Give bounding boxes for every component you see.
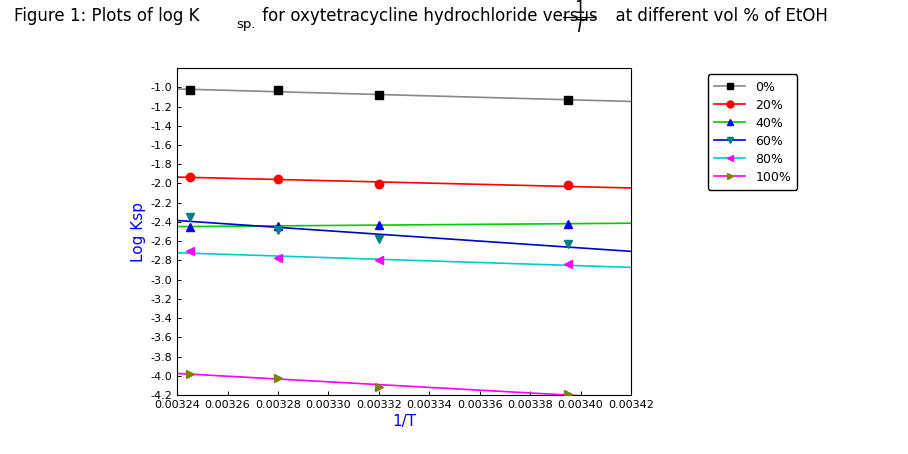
Text: for oxytetracycline hydrochloride versus: for oxytetracycline hydrochloride versus: [257, 7, 603, 25]
Text: T: T: [574, 18, 585, 36]
X-axis label: 1/T: 1/T: [392, 414, 416, 429]
Text: 1: 1: [574, 0, 585, 17]
Text: Figure 1: Plots of log K: Figure 1: Plots of log K: [14, 7, 199, 25]
Y-axis label: Log Ksp: Log Ksp: [131, 202, 146, 262]
Legend: 0%, 20%, 40%, 60%, 80%, 100%: 0%, 20%, 40%, 60%, 80%, 100%: [707, 74, 797, 190]
Text: at different vol % of EtOH: at different vol % of EtOH: [605, 7, 827, 25]
Text: sp.: sp.: [236, 19, 255, 31]
